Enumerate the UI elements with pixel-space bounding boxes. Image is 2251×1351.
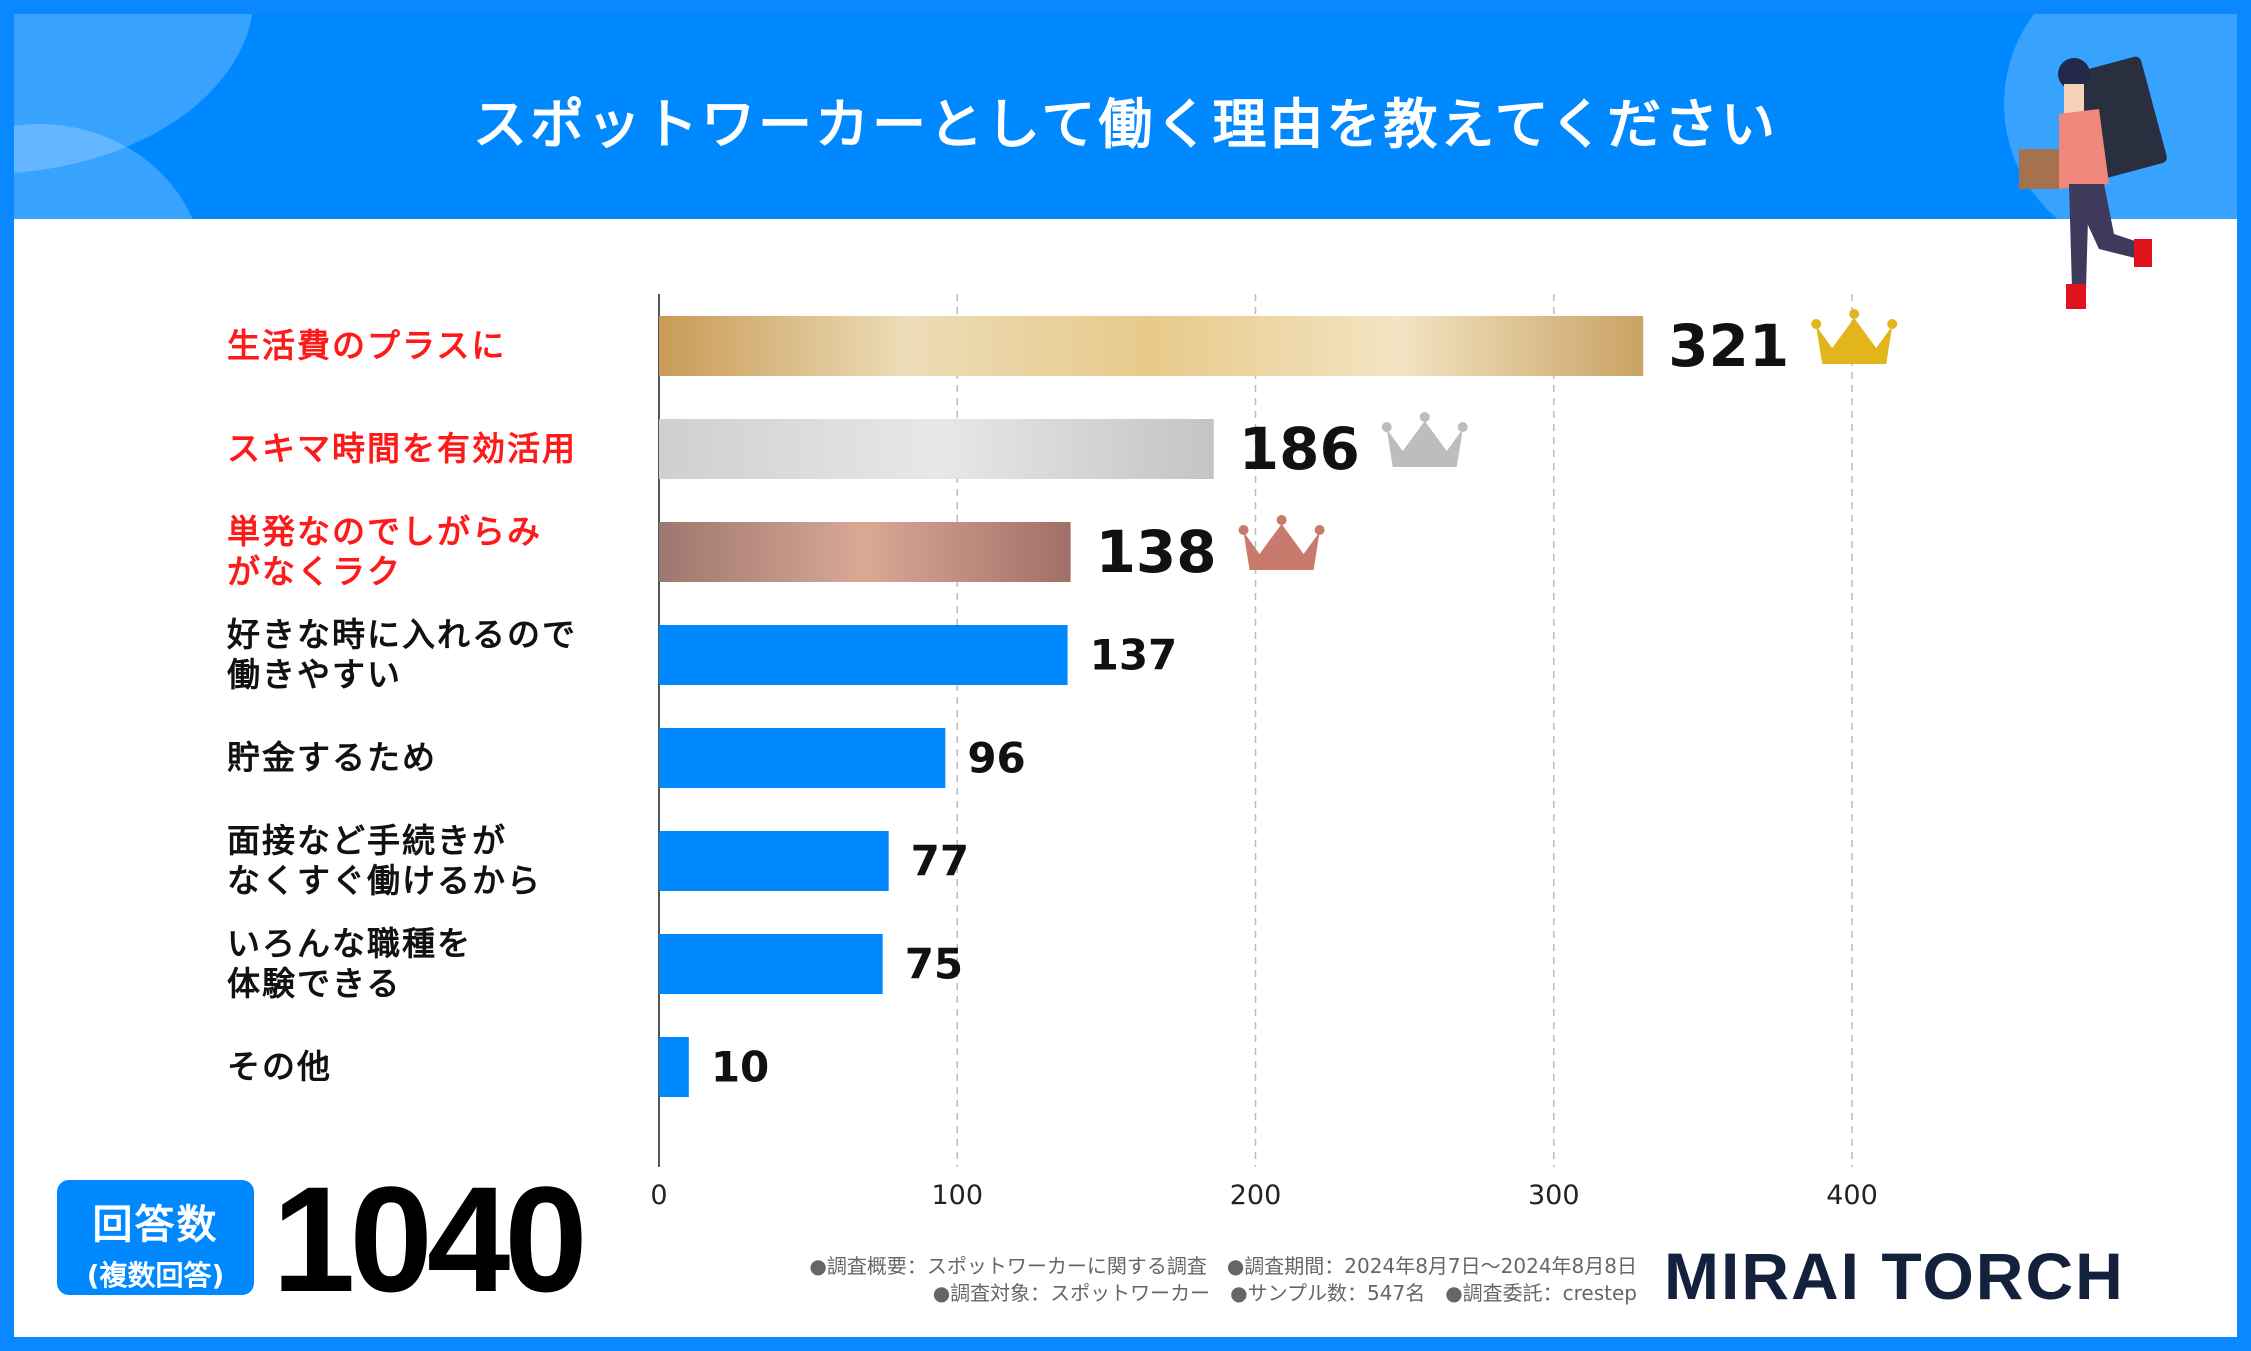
category-label: 貯金するため [227, 738, 437, 777]
bar [659, 1037, 689, 1097]
bar [659, 728, 946, 788]
crown-jewel [1276, 515, 1287, 525]
crown-icon [1816, 318, 1893, 364]
crown-jewel [1314, 525, 1325, 535]
x-tick-label: 200 [1229, 1180, 1282, 1211]
x-tick-label: 0 [650, 1180, 668, 1211]
value-label: 321 [1668, 312, 1790, 380]
crown-jewel [1457, 422, 1468, 432]
bar-chart [658, 294, 1898, 1167]
value-label: 137 [1089, 630, 1178, 680]
category-label: 好きな時に入れるので 働きやすい [227, 615, 577, 694]
bar [659, 419, 1214, 479]
category-label: 生活費のプラスに [227, 326, 507, 365]
crown-jewel [1887, 319, 1898, 329]
crown-jewel [1238, 525, 1249, 535]
survey-note-2: ●調査対象：スポットワーカー ●サンプル数：547名 ●調査委託：crestep [932, 1281, 1637, 1305]
total-responses: 1040 [272, 1155, 588, 1323]
category-label: スキマ時間を有効活用 [227, 429, 577, 468]
category-label: 単発なのでしがらみ がなくラク [227, 512, 542, 591]
header: スポットワーカーとして働く理由を教えてください [14, 14, 2237, 219]
delivery-worker-illustration [2019, 56, 2167, 309]
response-count-badge: 回答数 (複数回答) [57, 1180, 254, 1295]
value-label: 75 [904, 939, 964, 989]
category-label: 面接など手続きが なくすぐ働けるから [227, 821, 542, 900]
crown-icon [1243, 524, 1320, 570]
badge-subtitle: (複数回答) [86, 1259, 225, 1292]
x-tick-label: 400 [1826, 1180, 1878, 1211]
x-tick-label: 100 [931, 1180, 984, 1211]
crown-jewel [1849, 309, 1860, 319]
value-label: 10 [710, 1042, 770, 1092]
bar [659, 625, 1068, 685]
value-label: 96 [967, 733, 1026, 783]
x-tick-label: 300 [1527, 1180, 1580, 1211]
bar [659, 316, 1644, 376]
crown-icon [1386, 421, 1463, 467]
value-label: 77 [910, 836, 970, 886]
value-label: 186 [1238, 415, 1360, 483]
crown-jewel [1381, 422, 1392, 432]
infographic-card: スポットワーカーとして働く理由を教えてください 回答数 (複数回答) 1040 … [14, 14, 2237, 1337]
crown-jewel [1811, 319, 1822, 329]
badge-title: 回答数 [92, 1202, 219, 1248]
category-label: その他 [227, 1047, 332, 1086]
page-title: スポットワーカーとして働く理由を教えてください [472, 93, 1779, 156]
value-label: 138 [1095, 518, 1217, 586]
bar [659, 522, 1071, 582]
mirai-torch-logo: MIRAI TORCH [1664, 1239, 2125, 1313]
category-label: いろんな職種を 体験できる [227, 924, 472, 1003]
bar [659, 934, 883, 994]
crown-jewel [1419, 412, 1430, 422]
survey-note-1: ●調査概要：スポットワーカーに関する調査 ●調査期間：2024年8月7日～202… [809, 1254, 1637, 1278]
bar [659, 831, 889, 891]
